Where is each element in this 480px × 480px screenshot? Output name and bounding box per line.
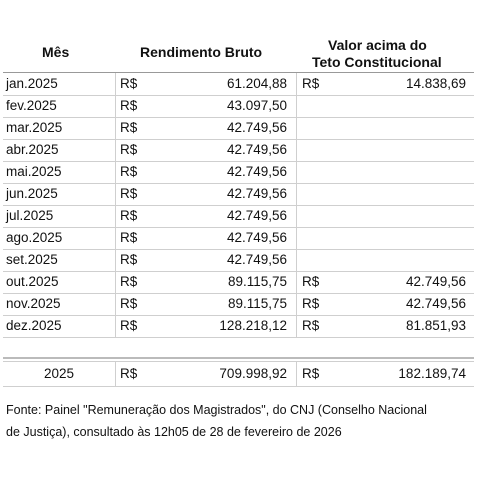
row-rule (3, 205, 474, 206)
header-above-1: Valor acima do (328, 37, 427, 53)
gross-cell: 42.749,56 (226, 230, 287, 245)
gross-cell: 42.749,56 (226, 120, 287, 135)
gross-cell: 42.749,56 (226, 142, 287, 157)
above-cell: 81.851,93 (405, 318, 466, 333)
row-rule (3, 227, 474, 228)
currency: R$ (302, 366, 320, 381)
gross-cell: 128.218,12 (219, 318, 287, 333)
row-rule (3, 161, 474, 162)
month-cell: jan.2025 (6, 76, 58, 91)
gross-cell: 42.749,56 (226, 252, 287, 267)
month-cell: mar.2025 (6, 120, 63, 135)
month-cell: abr.2025 (6, 142, 59, 157)
row-rule (3, 249, 474, 250)
above-cell: 42.749,56 (405, 274, 466, 289)
currency: R$ (120, 98, 138, 113)
month-cell: dez.2025 (6, 318, 62, 333)
row-rule (3, 183, 474, 184)
currency: R$ (120, 76, 138, 91)
gross-cell: 42.749,56 (226, 186, 287, 201)
column-rule (115, 73, 116, 337)
header-month: Mês (42, 44, 70, 60)
total-rule (3, 361, 474, 362)
month-cell: jul.2025 (6, 208, 54, 223)
currency: R$ (120, 230, 138, 245)
bottom-rule (3, 386, 474, 387)
month-cell: set.2025 (6, 252, 58, 267)
month-cell: jun.2025 (6, 186, 58, 201)
row-rule (3, 95, 474, 96)
gross-cell: 43.097,50 (226, 98, 287, 113)
total-rule (3, 357, 474, 359)
currency: R$ (120, 120, 138, 135)
currency: R$ (120, 164, 138, 179)
month-cell: out.2025 (6, 274, 59, 289)
row-rule (3, 117, 474, 118)
currency: R$ (120, 252, 138, 267)
currency: R$ (302, 274, 320, 289)
currency: R$ (120, 208, 138, 223)
currency: R$ (302, 296, 320, 311)
gross-cell: 709.998,92 (219, 366, 287, 381)
header-above-2: Teto Constitucional (312, 54, 442, 70)
above-cell: 182.189,74 (398, 366, 466, 381)
column-rule (296, 73, 297, 337)
row-rule (3, 337, 474, 338)
currency: R$ (120, 186, 138, 201)
header-rule (3, 72, 474, 73)
gross-cell: 89.115,75 (227, 274, 287, 289)
gross-cell: 42.749,56 (226, 208, 287, 223)
currency: R$ (120, 318, 138, 333)
month-cell: fev.2025 (6, 98, 57, 113)
column-rule (115, 362, 116, 386)
month-cell: nov.2025 (6, 296, 61, 311)
month-cell: 2025 (44, 366, 75, 381)
currency: R$ (120, 366, 138, 381)
row-rule (3, 315, 474, 316)
above-cell: 42.749,56 (405, 296, 466, 311)
footnote: de Justiça), consultado às 12h05 de 28 d… (6, 425, 342, 439)
above-cell: 14.838,69 (405, 76, 466, 91)
currency: R$ (120, 142, 138, 157)
currency: R$ (120, 296, 138, 311)
gross-cell: 42.749,56 (226, 164, 287, 179)
footnote: Fonte: Painel "Remuneração dos Magistrad… (6, 403, 427, 417)
header-gross: Rendimento Bruto (140, 44, 263, 60)
column-rule (296, 362, 297, 386)
currency: R$ (302, 76, 320, 91)
row-rule (3, 271, 474, 272)
gross-cell: 61.204,88 (226, 76, 287, 91)
currency: R$ (302, 318, 320, 333)
currency: R$ (120, 274, 138, 289)
month-cell: mai.2025 (6, 164, 62, 179)
gross-cell: 89.115,75 (227, 296, 287, 311)
month-cell: ago.2025 (6, 230, 63, 245)
row-rule (3, 293, 474, 294)
row-rule (3, 139, 474, 140)
